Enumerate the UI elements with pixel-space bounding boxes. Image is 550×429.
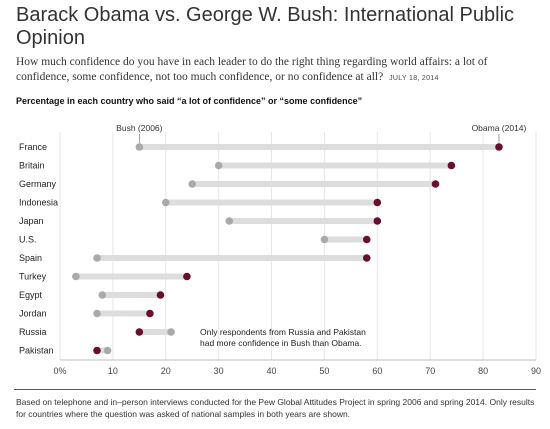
obama-2014-point — [495, 143, 503, 151]
category-label: Japan — [19, 216, 44, 226]
obama-2014-point — [157, 291, 165, 299]
bush-2006-point — [93, 310, 101, 318]
obama-2014-point — [374, 199, 382, 207]
category-label: Turkey — [19, 272, 47, 282]
footer-divider — [14, 389, 536, 390]
dumbbell-chart: 0% 10 20 30 40 50 60 70 80 90 France Britain Germany… — [0, 110, 550, 380]
bush-2006-point — [162, 199, 170, 207]
category-label: Egypt — [19, 290, 43, 300]
bush-2006-point — [188, 180, 196, 188]
bush-2006-point — [321, 236, 329, 244]
chart-title: Barack Obama vs. George W. Bush: Interna… — [16, 4, 536, 50]
obama-2014-point — [363, 236, 371, 244]
bush-2006-point — [93, 254, 101, 262]
chart-annotation-line: had more confidence in Bush than Obama. — [200, 338, 362, 348]
x-tick-label: 40 — [267, 366, 277, 376]
chart-annotation-line: Only respondents from Russia and Pakista… — [200, 327, 366, 337]
x-tick-label: 20 — [161, 366, 171, 376]
category-label: France — [19, 142, 47, 152]
dateline: JULY 18, 2014 — [389, 75, 439, 82]
category-label: Spain — [19, 253, 42, 263]
x-tick-label: 70 — [425, 366, 435, 376]
category-label: Pakistan — [19, 346, 54, 356]
obama-2014-point — [183, 273, 191, 281]
legend-obama-label: Obama (2014) — [472, 123, 527, 133]
obama-2014-point — [363, 254, 371, 262]
category-label: U.S. — [19, 235, 37, 245]
footnote: Based on telephone and in–person intervi… — [16, 396, 536, 420]
category-label: Jordan — [19, 309, 47, 319]
category-label: Russia — [19, 327, 47, 337]
x-tick-label: 60 — [372, 366, 382, 376]
category-label: Germany — [19, 179, 57, 189]
bush-2006-point — [99, 291, 107, 299]
obama-2014-point — [432, 180, 440, 188]
category-label: Britain — [19, 161, 45, 171]
bush-2006-point — [104, 347, 112, 355]
x-tick-label: 30 — [214, 366, 224, 376]
obama-2014-point — [136, 328, 144, 336]
chart-heading: Percentage in each country who said “a l… — [16, 96, 362, 106]
x-tick-label: 10 — [108, 366, 118, 376]
bush-2006-point — [136, 143, 144, 151]
obama-2014-point — [93, 347, 101, 355]
bush-2006-point — [225, 217, 233, 225]
obama-2014-point — [448, 162, 456, 170]
obama-2014-point — [146, 310, 154, 318]
x-tick-label: 0% — [53, 366, 66, 376]
x-tick-label: 80 — [478, 366, 488, 376]
x-tick-label: 90 — [531, 366, 541, 376]
category-label: Indonesia — [19, 198, 58, 208]
obama-2014-point — [374, 217, 382, 225]
bush-2006-point — [72, 273, 80, 281]
x-tick-label: 50 — [319, 366, 329, 376]
chart-subtitle: How much confidence do you have in each … — [16, 55, 536, 86]
bush-2006-point — [215, 162, 223, 170]
legend-bush-label: Bush (2006) — [116, 123, 162, 133]
bush-2006-point — [167, 328, 175, 336]
